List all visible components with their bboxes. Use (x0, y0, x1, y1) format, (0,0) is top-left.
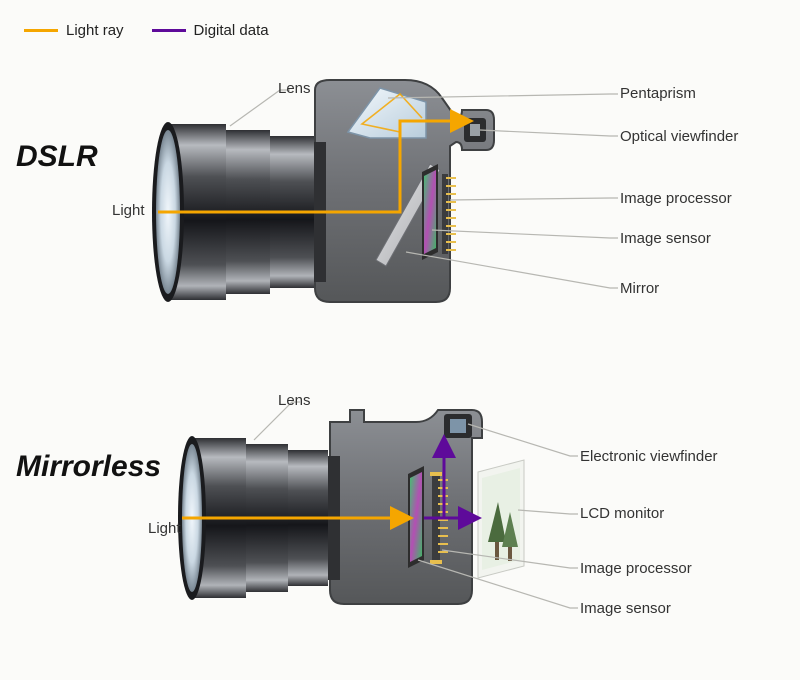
eyepiece-glass (470, 124, 480, 136)
m-label-lcd: LCD monitor (580, 505, 664, 522)
diagram-canvas (0, 0, 800, 680)
m-label-lens: Lens (278, 392, 311, 409)
evf-screen (450, 419, 466, 433)
m-label-image-sensor: Image sensor (580, 600, 671, 617)
image-sensor (422, 164, 438, 260)
dslr-label-image-sensor: Image sensor (620, 230, 711, 247)
m-label-evf: Electronic viewfinder (580, 448, 718, 465)
mirrorless-body (330, 410, 482, 604)
m-label-light: Light (148, 520, 181, 537)
dslr-camera (152, 80, 618, 302)
dslr-label-optical-viewfinder: Optical viewfinder (620, 128, 738, 145)
m-image-sensor (408, 466, 424, 568)
dslr-label-pentaprism: Pentaprism (620, 85, 696, 102)
dslr-label-mirror: Mirror (620, 280, 659, 297)
dslr-label-lens: Lens (278, 80, 311, 97)
m-label-image-processor: Image processor (580, 560, 692, 577)
dslr-label-image-processor: Image processor (620, 190, 732, 207)
dslr-label-light: Light (112, 202, 145, 219)
mirrorless-camera (178, 402, 578, 608)
